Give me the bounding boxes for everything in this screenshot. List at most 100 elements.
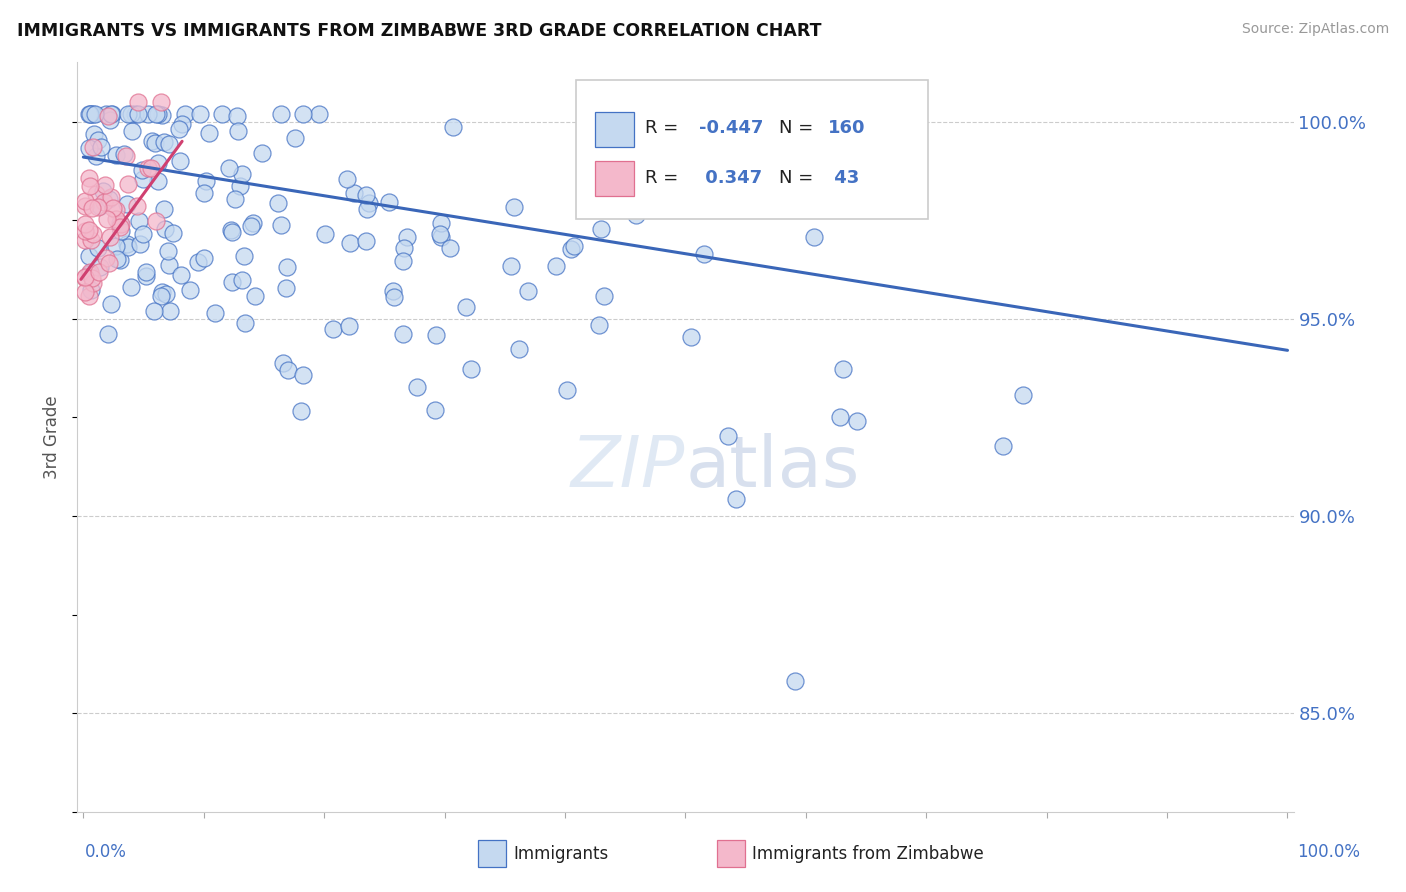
- Point: [87, 264, 110, 278]
- Point: [115, 237, 138, 252]
- Point: [150, 95, 173, 109]
- Point: [546, 260, 568, 274]
- Point: [100, 106, 122, 120]
- Text: ZIP: ZIP: [571, 433, 686, 501]
- Point: [167, 122, 190, 136]
- Point: [159, 304, 181, 318]
- Point: [117, 240, 139, 254]
- Point: [100, 297, 122, 311]
- Point: [354, 188, 377, 202]
- Point: [454, 300, 477, 314]
- Point: [277, 363, 299, 377]
- Point: [190, 106, 212, 120]
- Point: [224, 192, 246, 206]
- Point: [143, 136, 166, 150]
- Point: [198, 126, 221, 140]
- Point: [79, 106, 101, 120]
- Point: [93, 194, 115, 209]
- Point: [499, 259, 522, 273]
- Point: [187, 254, 209, 268]
- Point: [80, 271, 103, 285]
- Point: [560, 242, 582, 256]
- Point: [830, 410, 852, 425]
- Point: [170, 268, 193, 282]
- Point: [101, 201, 124, 215]
- Point: [508, 342, 530, 356]
- Point: [114, 149, 136, 163]
- Point: [79, 106, 101, 120]
- Point: [132, 227, 155, 241]
- Point: [112, 146, 135, 161]
- Point: [79, 265, 101, 279]
- Point: [145, 214, 167, 228]
- Point: [79, 250, 101, 264]
- Point: [131, 163, 153, 178]
- Point: [105, 239, 128, 253]
- Point: [97, 110, 120, 124]
- Point: [73, 233, 96, 247]
- Text: 43: 43: [828, 169, 859, 187]
- Point: [218, 161, 240, 175]
- Point: [831, 362, 853, 376]
- Point: [121, 124, 143, 138]
- Point: [153, 202, 176, 216]
- Point: [83, 106, 105, 120]
- Point: [136, 106, 159, 120]
- Point: [226, 109, 249, 123]
- Point: [322, 322, 344, 336]
- Point: [382, 284, 405, 298]
- Point: [83, 127, 105, 141]
- Point: [117, 106, 139, 120]
- Point: [127, 95, 149, 109]
- Point: [391, 327, 413, 342]
- Text: 0.347: 0.347: [699, 169, 762, 187]
- Point: [100, 106, 122, 120]
- Point: [392, 254, 415, 268]
- Text: 160: 160: [828, 120, 866, 137]
- Point: [80, 106, 103, 120]
- Text: Immigrants: Immigrants: [513, 845, 609, 863]
- Point: [155, 287, 177, 301]
- Point: [693, 246, 716, 260]
- Point: [124, 106, 146, 120]
- Point: [96, 211, 118, 226]
- Point: [357, 196, 380, 211]
- Point: [94, 178, 117, 193]
- Point: [562, 239, 585, 253]
- Point: [79, 267, 101, 281]
- Point: [624, 208, 647, 222]
- Point: [783, 674, 806, 689]
- Point: [219, 223, 242, 237]
- Point: [149, 289, 172, 303]
- Text: atlas: atlas: [686, 433, 860, 501]
- Point: [153, 135, 176, 149]
- Point: [274, 280, 297, 294]
- Point: [73, 224, 96, 238]
- Point: [97, 192, 120, 206]
- Point: [86, 187, 108, 202]
- Point: [141, 134, 163, 148]
- Point: [270, 218, 292, 232]
- Point: [517, 284, 540, 298]
- Text: N =: N =: [779, 169, 813, 187]
- Point: [221, 275, 243, 289]
- Point: [98, 256, 121, 270]
- Point: [150, 285, 173, 299]
- Point: [117, 196, 139, 211]
- Text: -0.447: -0.447: [699, 120, 763, 137]
- Text: IMMIGRANTS VS IMMIGRANTS FROM ZIMBABWE 3RD GRADE CORRELATION CHART: IMMIGRANTS VS IMMIGRANTS FROM ZIMBABWE 3…: [17, 22, 821, 40]
- Point: [193, 186, 215, 201]
- Point: [555, 383, 578, 397]
- Point: [135, 265, 157, 279]
- Point: [174, 106, 197, 120]
- Point: [79, 223, 101, 237]
- Point: [356, 234, 378, 248]
- Point: [86, 241, 108, 255]
- Point: [146, 106, 169, 120]
- Point: [179, 284, 201, 298]
- Point: [845, 414, 868, 428]
- Point: [240, 219, 263, 234]
- Point: [73, 269, 96, 284]
- Point: [337, 319, 360, 334]
- Point: [382, 290, 405, 304]
